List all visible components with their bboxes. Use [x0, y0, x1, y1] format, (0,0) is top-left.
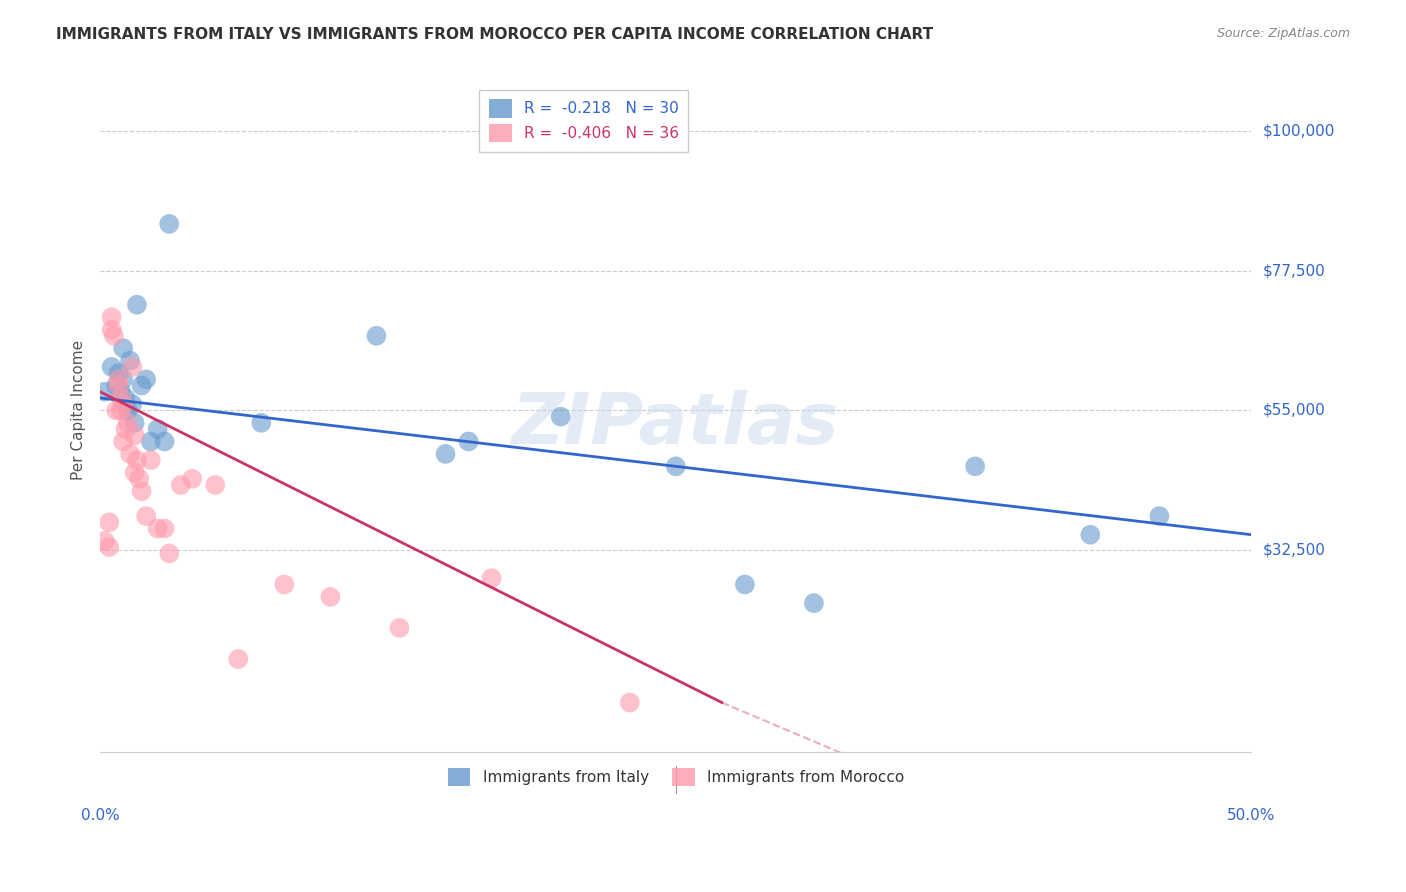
Point	[121, 397, 143, 411]
Point	[124, 466, 146, 480]
Point	[153, 434, 176, 449]
Point	[131, 378, 153, 392]
Point	[139, 453, 162, 467]
Point	[734, 577, 756, 591]
Point	[157, 217, 180, 231]
Point	[120, 353, 142, 368]
Point	[110, 391, 132, 405]
Point	[226, 652, 249, 666]
Point	[273, 577, 295, 591]
Text: ZIPatlas: ZIPatlas	[512, 390, 839, 458]
Point	[120, 447, 142, 461]
Point	[146, 521, 169, 535]
Point	[319, 590, 342, 604]
Point	[139, 434, 162, 449]
Point	[481, 571, 503, 585]
Point	[181, 472, 204, 486]
Point	[124, 416, 146, 430]
Point	[388, 621, 411, 635]
Point	[105, 403, 128, 417]
Text: Source: ZipAtlas.com: Source: ZipAtlas.com	[1216, 27, 1350, 40]
Point	[1078, 527, 1101, 541]
Point	[107, 378, 129, 392]
Point	[98, 540, 121, 554]
Point	[125, 453, 148, 467]
Point	[114, 391, 136, 405]
Point	[105, 378, 128, 392]
Point	[112, 434, 135, 449]
Point	[157, 546, 180, 560]
Point	[550, 409, 572, 424]
Point	[121, 359, 143, 374]
Point	[1149, 509, 1171, 524]
Text: $32,500: $32,500	[1263, 542, 1326, 558]
Point	[135, 372, 157, 386]
Point	[170, 478, 193, 492]
Point	[665, 459, 688, 474]
Point	[100, 322, 122, 336]
Point	[146, 422, 169, 436]
Point	[803, 596, 825, 610]
Point	[107, 366, 129, 380]
Legend: Immigrants from Italy, Immigrants from Morocco: Immigrants from Italy, Immigrants from M…	[441, 762, 910, 792]
Point	[112, 397, 135, 411]
Text: $77,500: $77,500	[1263, 263, 1326, 278]
Point	[434, 447, 457, 461]
Point	[457, 434, 479, 449]
Point	[250, 416, 273, 430]
Point	[619, 696, 641, 710]
Point	[366, 328, 388, 343]
Point	[117, 416, 139, 430]
Point	[93, 384, 115, 399]
Point	[93, 533, 115, 548]
Point	[114, 422, 136, 436]
Text: 50.0%: 50.0%	[1227, 808, 1275, 823]
Point	[112, 341, 135, 355]
Point	[204, 478, 226, 492]
Point	[117, 403, 139, 417]
Point	[98, 516, 121, 530]
Point	[100, 310, 122, 325]
Point	[100, 359, 122, 374]
Point	[965, 459, 987, 474]
Text: 0.0%: 0.0%	[80, 808, 120, 823]
Text: IMMIGRANTS FROM ITALY VS IMMIGRANTS FROM MOROCCO PER CAPITA INCOME CORRELATION C: IMMIGRANTS FROM ITALY VS IMMIGRANTS FROM…	[56, 27, 934, 42]
Point	[110, 403, 132, 417]
Text: $100,000: $100,000	[1263, 123, 1336, 138]
Point	[110, 384, 132, 399]
Point	[135, 509, 157, 524]
Point	[103, 328, 125, 343]
Point	[112, 372, 135, 386]
Point	[107, 372, 129, 386]
Point	[128, 472, 150, 486]
Point	[125, 298, 148, 312]
Y-axis label: Per Capita Income: Per Capita Income	[72, 341, 86, 481]
Point	[153, 521, 176, 535]
Point	[131, 484, 153, 499]
Text: $55,000: $55,000	[1263, 403, 1326, 417]
Point	[124, 428, 146, 442]
